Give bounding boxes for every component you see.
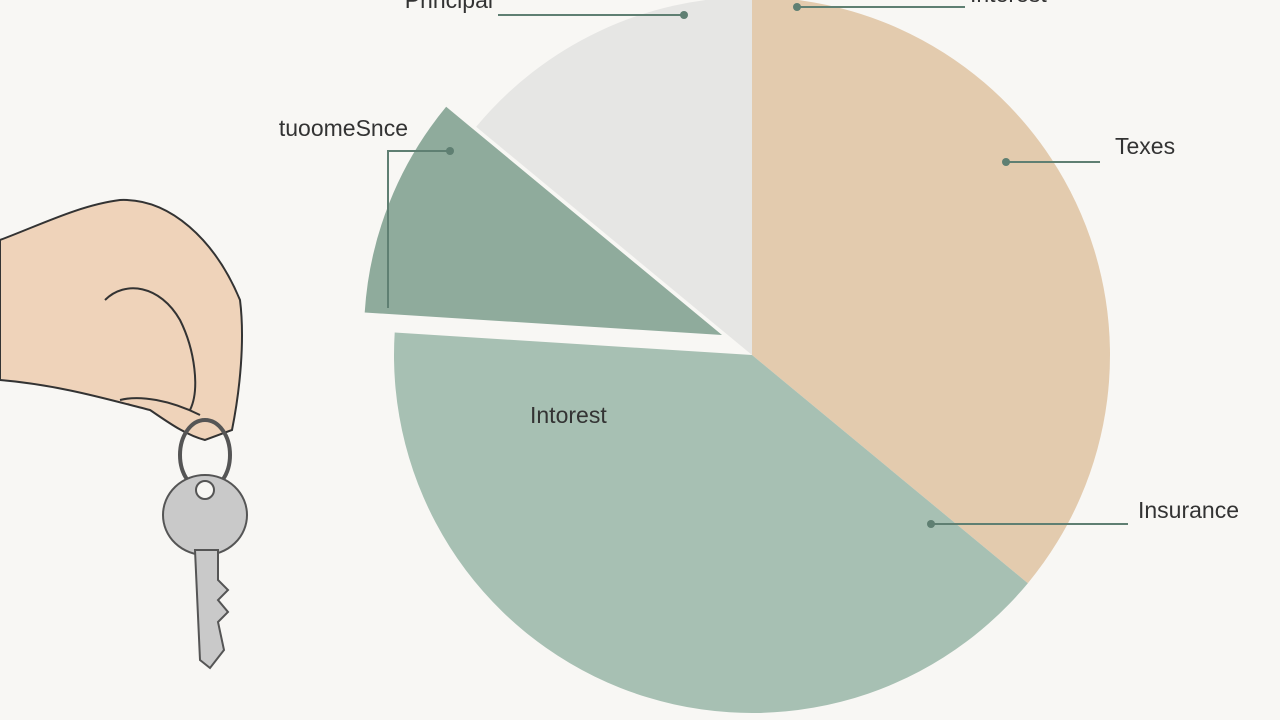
pie <box>364 0 1110 713</box>
pie-slice <box>364 106 722 335</box>
pie-slice <box>476 0 752 355</box>
pie-slice <box>752 0 1110 584</box>
leader-dot <box>446 147 454 155</box>
pie-slice <box>393 332 1028 713</box>
slice-label: Principal <box>405 0 493 13</box>
slice-label: tuoomeSnce <box>279 115 408 141</box>
labels: Texes Intorest tuoomeSnce Principal Interest… <box>279 0 1239 528</box>
annotation: Insurance <box>1138 497 1239 523</box>
leader-dot <box>793 3 801 11</box>
leader-line <box>387 150 450 308</box>
leader-dot <box>1002 158 1010 166</box>
hand-with-key <box>0 198 248 670</box>
annotation: Interest <box>970 0 1047 7</box>
slice-label: Intorest <box>530 402 607 428</box>
leader-dot <box>927 520 935 528</box>
leader-dot <box>680 11 688 19</box>
slice-label: Texes <box>1115 133 1175 159</box>
